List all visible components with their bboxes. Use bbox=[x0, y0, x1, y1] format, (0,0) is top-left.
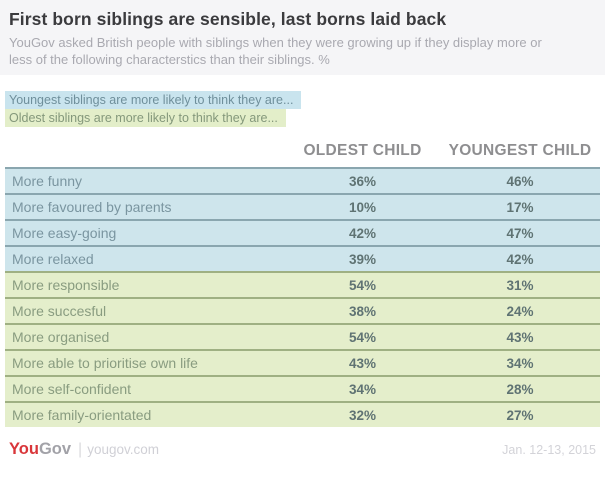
table-row: More family-orientated 32% 27% bbox=[5, 401, 600, 427]
row-value-youngest: 42% bbox=[506, 251, 534, 267]
table-row: More self-confident 34% 28% bbox=[5, 375, 600, 401]
table-row: More able to prioritise own life 43% 34% bbox=[5, 349, 600, 375]
column-header-youngest: YOUNGEST CHILD bbox=[448, 142, 592, 159]
legend-oldest-label: Oldest siblings are more likely to think… bbox=[5, 109, 286, 127]
row-label: More able to prioritise own life bbox=[12, 355, 198, 371]
table-row: More favoured by parents 10% 17% bbox=[5, 193, 600, 219]
page-title: First born siblings are sensible, last b… bbox=[9, 9, 447, 29]
row-value-oldest: 54% bbox=[348, 277, 377, 293]
table-row: More succesful 38% 24% bbox=[5, 297, 600, 323]
row-label: More succesful bbox=[12, 303, 107, 319]
data-table: More funny 36% 46% More favoured by pare… bbox=[5, 167, 600, 427]
logo-gov: Gov bbox=[38, 440, 72, 458]
row-value-youngest: 31% bbox=[506, 277, 534, 293]
table-row: More relaxed 39% 42% bbox=[5, 245, 600, 271]
row-value-oldest: 39% bbox=[348, 251, 377, 267]
page-subtitle: YouGov asked British people with sibling… bbox=[9, 35, 542, 67]
row-value-youngest: 43% bbox=[506, 329, 534, 345]
row-value-youngest: 46% bbox=[506, 173, 534, 189]
yougov-logo: You Gov | yougov.com bbox=[9, 440, 159, 459]
row-value-youngest: 47% bbox=[506, 225, 534, 241]
footer-date: Jan. 12-13, 2015 bbox=[502, 442, 596, 457]
row-value-oldest: 42% bbox=[348, 225, 377, 241]
row-value-oldest: 10% bbox=[348, 199, 377, 215]
table-row: More easy-going 42% 47% bbox=[5, 219, 600, 245]
row-value-youngest: 17% bbox=[506, 199, 534, 215]
row-value-youngest: 34% bbox=[506, 355, 534, 371]
row-value-youngest: 28% bbox=[506, 381, 534, 397]
legend: Youngest siblings are more likely to thi… bbox=[5, 91, 605, 127]
row-value-oldest: 32% bbox=[348, 407, 377, 423]
header-banner: First born siblings are sensible, last b… bbox=[0, 0, 605, 75]
logo-you: You bbox=[9, 440, 39, 458]
column-header-oldest: OLDEST CHILD bbox=[303, 142, 422, 159]
logo-divider: | bbox=[78, 440, 83, 458]
footer: You Gov | yougov.com Jan. 12-13, 2015 bbox=[9, 440, 596, 459]
row-value-oldest: 36% bbox=[348, 173, 377, 189]
row-label: More easy-going bbox=[12, 225, 117, 241]
row-value-oldest: 38% bbox=[348, 303, 377, 319]
table-row: More funny 36% 46% bbox=[5, 167, 600, 193]
legend-youngest-label: Youngest siblings are more likely to thi… bbox=[5, 91, 302, 109]
row-value-youngest: 27% bbox=[506, 407, 534, 423]
row-value-oldest: 43% bbox=[348, 355, 377, 371]
row-value-oldest: 54% bbox=[348, 329, 377, 345]
footer-site-url: yougov.com bbox=[87, 442, 159, 457]
row-label: More organised bbox=[12, 329, 110, 345]
row-label: More favoured by parents bbox=[12, 199, 172, 215]
row-label: More responsible bbox=[12, 277, 120, 293]
table-row: More organised 54% 43% bbox=[5, 323, 600, 349]
row-label: More funny bbox=[12, 173, 83, 189]
row-label: More relaxed bbox=[12, 251, 94, 267]
row-label: More self-confident bbox=[12, 381, 132, 397]
table-row: More responsible 54% 31% bbox=[5, 271, 600, 297]
row-value-oldest: 34% bbox=[348, 381, 377, 397]
row-value-youngest: 24% bbox=[506, 303, 534, 319]
row-label: More family-orientated bbox=[12, 407, 152, 423]
column-headers: OLDEST CHILD YOUNGEST CHILD bbox=[5, 142, 600, 160]
